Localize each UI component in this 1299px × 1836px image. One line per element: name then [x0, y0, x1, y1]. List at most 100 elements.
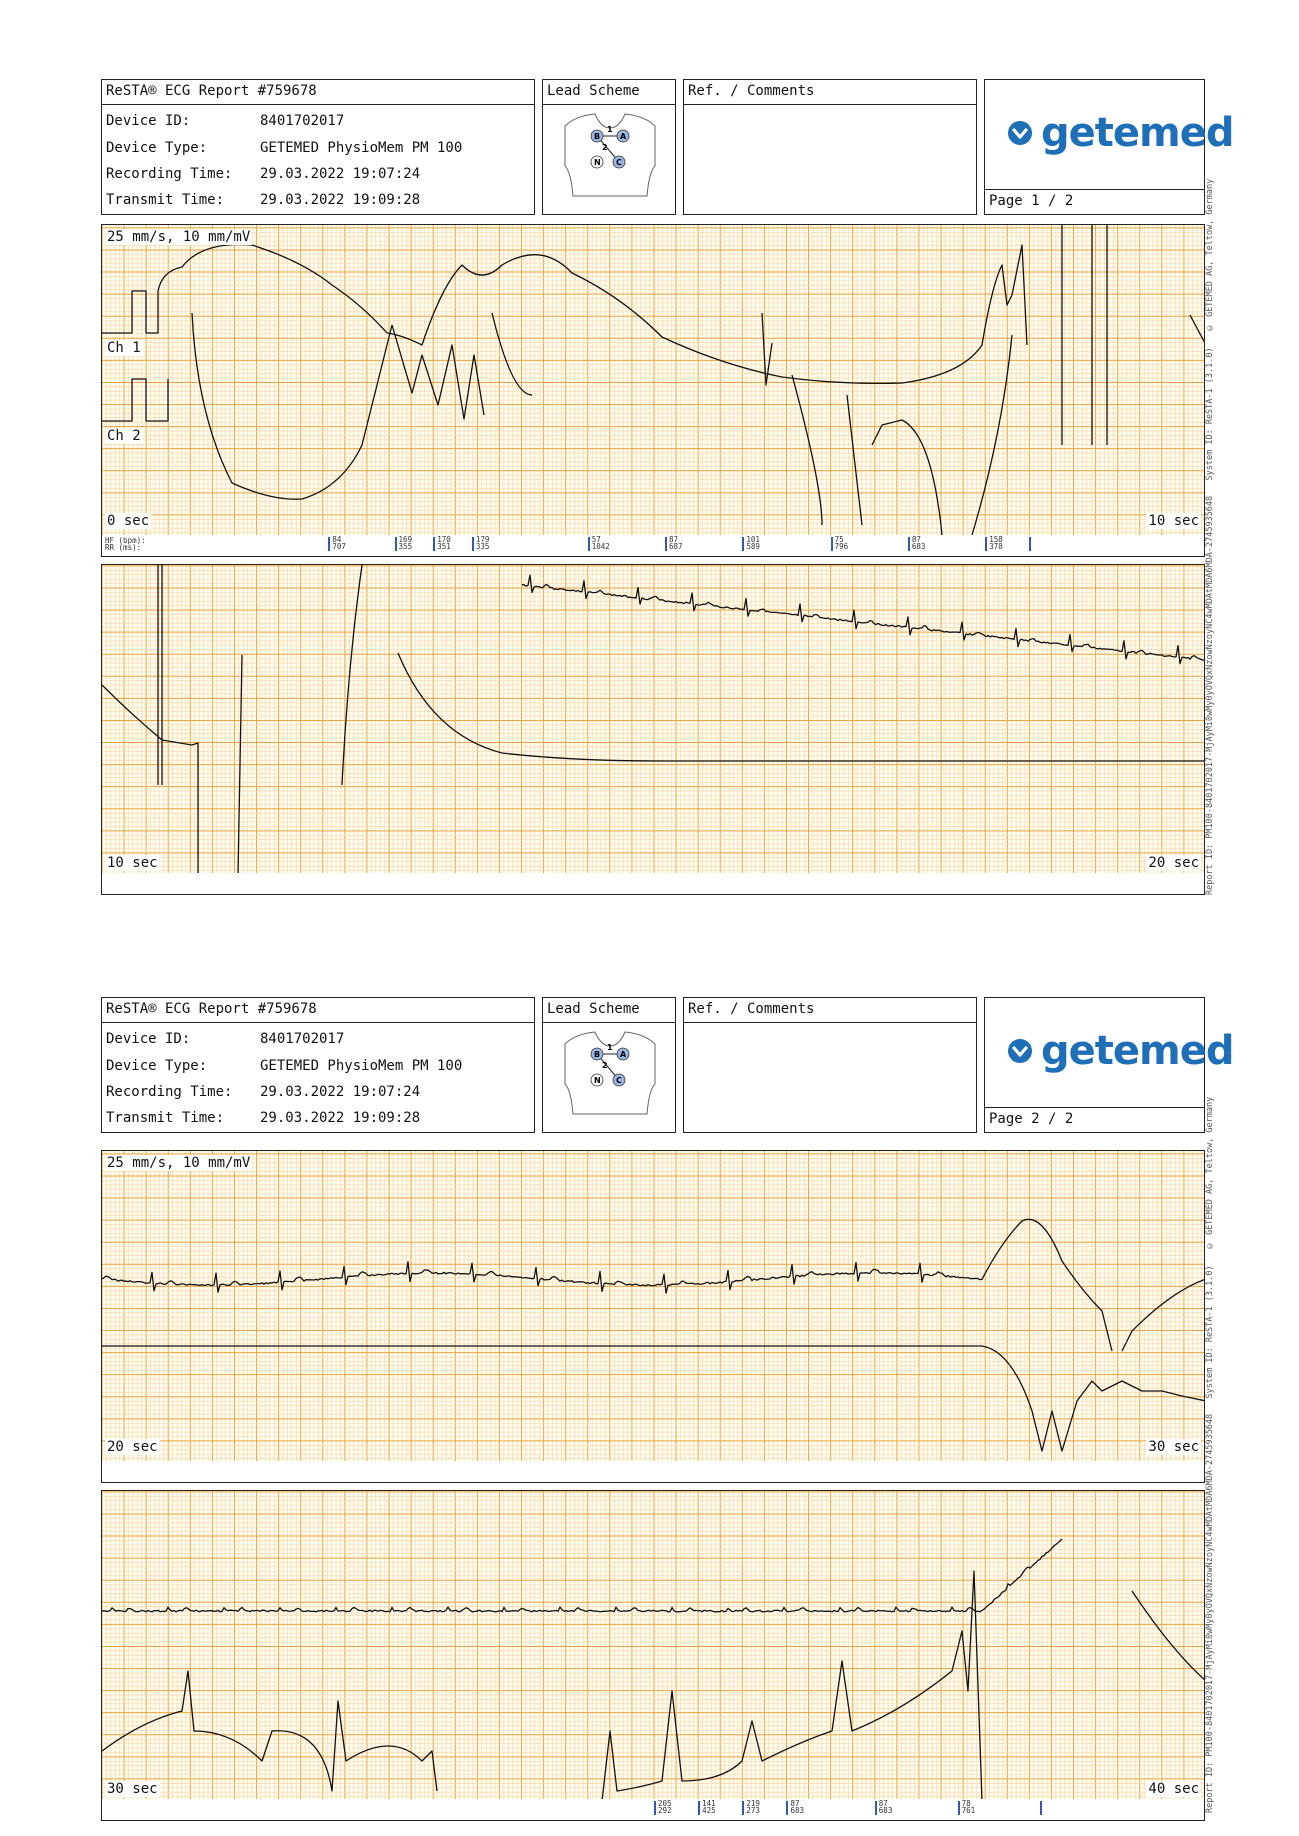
getemed-logo: getemed: [1007, 1028, 1234, 1074]
report-page: ReSTA® ECG Report #759678 Device ID: 840…: [101, 79, 1234, 895]
hr-label: HF (bpm):: [105, 536, 146, 545]
rr-interval-value: 1042: [591, 542, 610, 551]
comments-box: Ref. / Comments: [683, 997, 977, 1133]
divider: [102, 1022, 534, 1023]
heart-rate-value: 141: [702, 1799, 716, 1808]
chevron-circle-icon: [1008, 121, 1032, 145]
calibration-pulse-ch2: [102, 378, 169, 422]
divider: [985, 1107, 1204, 1108]
report-title: ReSTA® ECG Report #759678: [106, 83, 317, 99]
heart-rate-value: 205: [658, 1799, 672, 1808]
report-info-box: ReSTA® ECG Report #759678 Device ID: 840…: [101, 79, 535, 215]
heart-rate-value: 179: [475, 535, 490, 544]
heart-rate-value: 87: [911, 535, 921, 544]
ecg-strip-0-10: 25 mm/s, 10 mm/mV Ch 1 Ch 2 0 sec 10 sec: [101, 224, 1205, 536]
electrode-n-label: N: [594, 1076, 601, 1085]
ecg-trace-ch2: [102, 1345, 1204, 1452]
heart-rate-value: 75: [834, 535, 844, 544]
heart-rate-row-20-30: [101, 1461, 1205, 1483]
electrode-a-label: A: [620, 1050, 627, 1059]
heart-rate-row-10-20: [101, 873, 1205, 895]
transmit-time-value: 29.03.2022 19:09:28: [260, 192, 421, 208]
divider: [543, 1022, 675, 1023]
heart-rate-value: 169: [398, 535, 413, 544]
ecg-grid: [102, 1491, 1204, 1799]
beat-marker: [874, 1801, 877, 1815]
lead-1-label: 1: [607, 125, 613, 134]
rr-interval-value: 687: [669, 542, 683, 551]
chevron-circle-icon: [1008, 1039, 1032, 1063]
heart-rate-value: 101: [746, 535, 760, 544]
ecg-trace-ch1: [102, 1218, 1204, 1352]
ecg-trace-ch1: [521, 574, 1204, 665]
rr-interval-value: 378: [989, 542, 1003, 551]
divider: [543, 104, 675, 105]
device-type-value: GETEMED PhysioMem PM 100: [260, 140, 463, 156]
heart-rate-row-0-10: HF (bpm): RR (ms): 84 707 169 355 170 351 179 335…: [101, 535, 1205, 557]
calibration-pulse-ch1: [102, 290, 159, 334]
recording-time-label: Recording Time:: [106, 166, 233, 182]
heart-rate-value: 78: [961, 1799, 971, 1808]
beat-marker: [471, 537, 474, 551]
beat-marker: [328, 537, 331, 551]
electrode-b-label: B: [594, 132, 600, 141]
rr-interval-value: 796: [834, 542, 849, 551]
device-type-value: GETEMED PhysioMem PM 100: [260, 1058, 463, 1074]
beat-marker: [1029, 537, 1032, 551]
beat-marker: [907, 537, 910, 551]
divider: [985, 189, 1204, 190]
system-id-text: System ID: ReSTA-1 (3.1.0): [1205, 1265, 1215, 1399]
beat-marker: [786, 1801, 789, 1815]
rr-interval-value: 761: [961, 1806, 976, 1815]
copyright-text: © GETEMED AG, Teltow, Germany: [1205, 178, 1215, 333]
heart-rate-value: 219: [746, 1799, 760, 1808]
comments-title: Ref. / Comments: [688, 1001, 815, 1017]
logo-box: getemed Page 2 / 2: [984, 997, 1234, 1133]
side-legal-text: Report ID: PM100-8401702017-MjAyMi0wMy0y…: [1205, 125, 1221, 895]
heart-rate-value: 170: [437, 535, 451, 544]
rr-interval-value: 683: [878, 1806, 893, 1815]
device-id-value: 8401702017: [260, 113, 345, 129]
beat-marker: [957, 1801, 960, 1815]
torso-diagram: B A N C 1 2: [564, 1031, 656, 1115]
rr-interval-value: 683: [790, 1806, 805, 1815]
rr-interval-value: 351: [437, 542, 451, 551]
system-id-text: System ID: ReSTA-1 (3.1.0): [1205, 347, 1215, 481]
comments-box: Ref. / Comments: [683, 79, 977, 215]
scale-label: 25 mm/s, 10 mm/mV: [105, 229, 253, 245]
strip-start-label: 10 sec: [105, 855, 160, 871]
heart-rate-value: 87: [669, 535, 679, 544]
rr-interval-value: 707: [332, 542, 346, 551]
recording-time-label: Recording Time:: [106, 1084, 233, 1100]
heart-rate-row-30-40: 205 292 141 425 219 273 87 683 87 683 78 761: [101, 1799, 1205, 1821]
transmit-time-label: Transmit Time:: [106, 1110, 225, 1126]
device-id-value: 8401702017: [260, 1031, 345, 1047]
rr-interval-value: 683: [911, 542, 926, 551]
lead-2-label: 2: [602, 1061, 608, 1070]
strip-start-label: 30 sec: [105, 1781, 160, 1797]
scale-label: 25 mm/s, 10 mm/mV: [105, 1155, 253, 1171]
ecg-trace-ch2: [191, 312, 1013, 535]
beat-marker: [742, 537, 745, 551]
beat-marker: [394, 537, 397, 551]
divider: [684, 104, 976, 105]
torso-diagram: B A N C 1 2: [564, 113, 656, 197]
page-number: Page 1 / 2: [989, 193, 1074, 209]
divider: [102, 104, 534, 105]
electrode-n-label: N: [594, 158, 601, 167]
report-title: ReSTA® ECG Report #759678: [106, 1001, 317, 1017]
ch2-label: Ch 2: [105, 428, 143, 444]
rr-interval-value: 292: [658, 1806, 672, 1815]
ch1-label: Ch 1: [105, 340, 143, 356]
electrode-c-label: C: [616, 1076, 622, 1085]
beat-marker: [698, 1801, 701, 1815]
ecg-strip-20-30: 25 mm/s, 10 mm/mV 20 sec 30 sec: [101, 1150, 1205, 1462]
beat-marker: [1040, 1801, 1043, 1815]
lead-scheme-box: Lead Scheme B A N C 1 2: [542, 997, 676, 1133]
beat-marker: [985, 537, 988, 551]
report-info-box: ReSTA® ECG Report #759678 Device ID: 840…: [101, 997, 535, 1133]
device-id-label: Device ID:: [106, 113, 191, 129]
report-page: ReSTA® ECG Report #759678 Device ID: 840…: [0, 918, 1299, 1836]
device-type-label: Device Type:: [106, 1058, 208, 1074]
strip-end-label: 30 sec: [1146, 1439, 1201, 1455]
